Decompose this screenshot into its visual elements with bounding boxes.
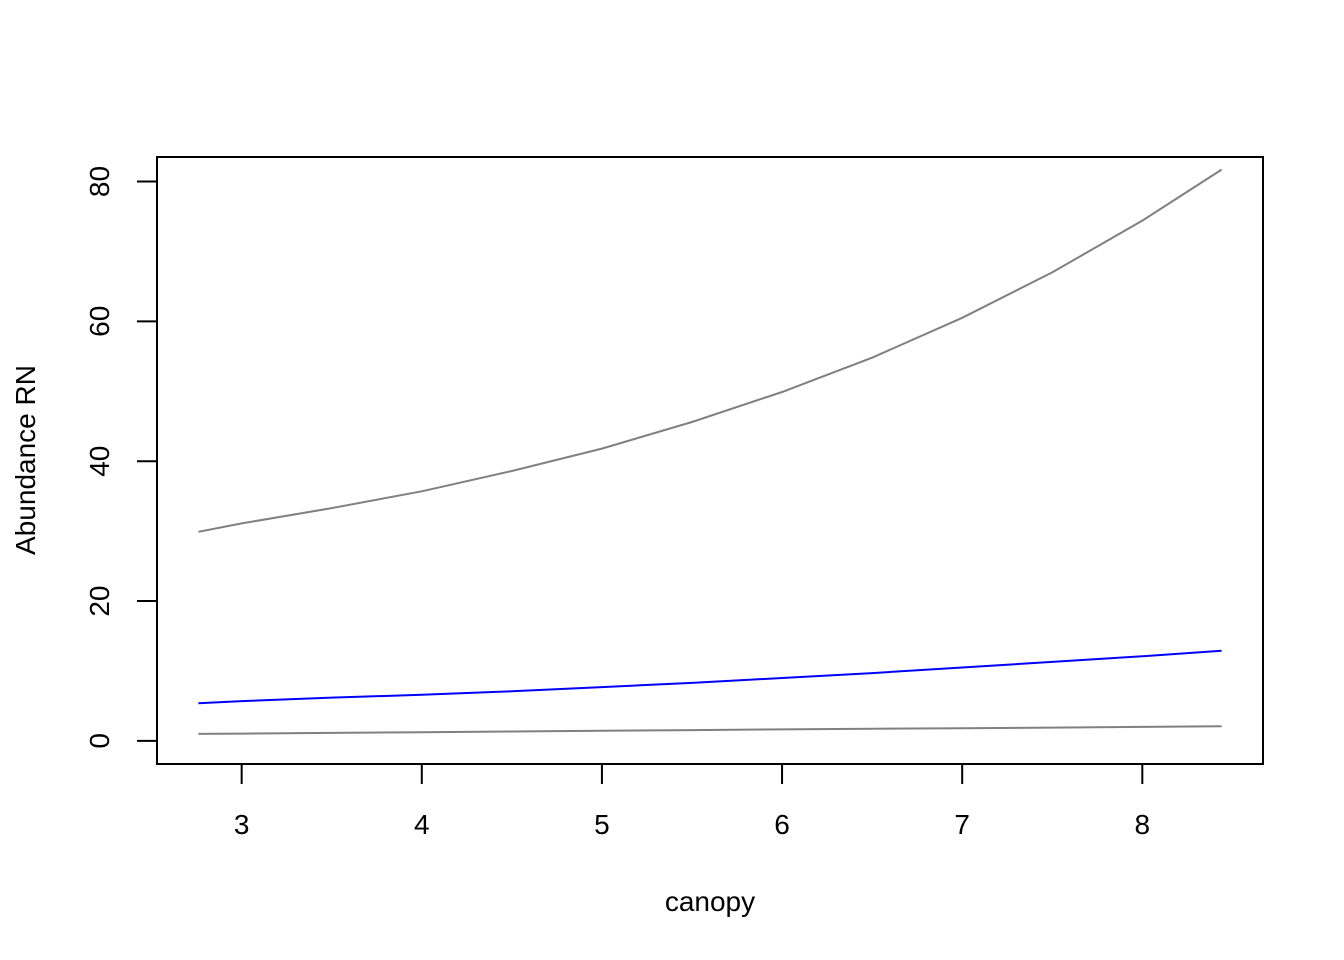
x-tick-label: 5 — [594, 809, 610, 840]
x-axis: 3 4 5 6 7 8 — [234, 763, 1151, 840]
y-tick-label: 80 — [84, 166, 115, 197]
x-tick-label: 7 — [954, 809, 970, 840]
y-tick-label: 60 — [84, 306, 115, 337]
y-tick-label: 0 — [84, 733, 115, 749]
y-axis: 0 20 40 60 80 — [84, 166, 158, 749]
series-line-3 — [198, 725, 1222, 735]
y-tick-label: 40 — [84, 446, 115, 477]
x-tick-label: 3 — [234, 809, 250, 840]
plot-frame — [156, 156, 1264, 765]
x-axis-title: canopy — [665, 886, 755, 917]
x-tick-label: 6 — [774, 809, 790, 840]
x-tick-label: 8 — [1135, 809, 1151, 840]
series-line-2 — [198, 649, 1222, 705]
series-line-1 — [198, 168, 1223, 533]
series-layer — [198, 168, 1223, 735]
y-tick-label: 20 — [84, 586, 115, 617]
y-axis-title: Abundance RN — [10, 365, 41, 555]
x-tick-label: 4 — [414, 809, 430, 840]
